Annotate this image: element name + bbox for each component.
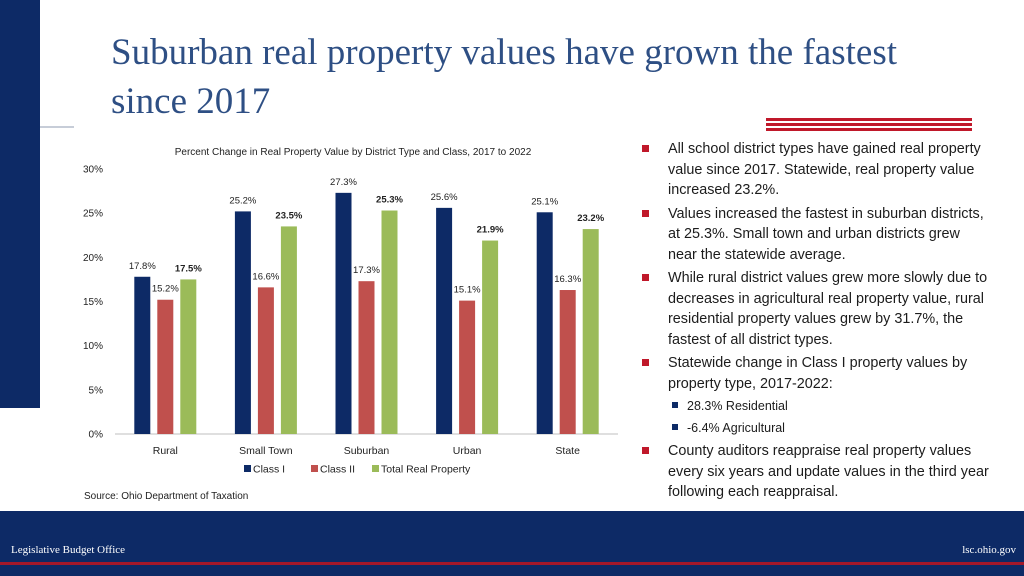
bar-total-real-property <box>482 240 499 434</box>
decorative-red-lines <box>766 118 972 134</box>
bar-class-i <box>436 207 453 434</box>
data-label: 16.3% <box>554 274 581 285</box>
source-note: Source: Ohio Department of Taxation <box>84 491 249 502</box>
data-label: 25.2% <box>229 195 256 206</box>
data-label: 27.3% <box>330 177 357 188</box>
data-label: 23.2% <box>577 213 604 224</box>
bullet-marker-icon <box>642 145 649 152</box>
bullet-text: 28.3% Residential <box>687 399 788 413</box>
x-tick-label: State <box>555 445 580 457</box>
x-tick-label: Urban <box>453 445 482 457</box>
bullet-marker-icon <box>642 209 649 217</box>
data-label: 15.1% <box>454 285 481 296</box>
left-accent-band <box>0 0 40 408</box>
bullet-marker-icon <box>642 274 649 281</box>
sub-bullet-item: -6.4% Agricultural <box>640 419 990 437</box>
footer-org-name: Legislative Budget Office <box>11 544 126 556</box>
bullet-text: Values increased the fastest in suburban… <box>668 205 984 263</box>
bullet-text: While rural district values grew more sl… <box>668 270 988 348</box>
sub-bullet-item: 28.3% Residential <box>640 397 990 415</box>
bullet-item: County auditors reappraise real property… <box>640 441 990 503</box>
bullet-item: All school district types have gained re… <box>640 139 990 201</box>
bar-class-i <box>234 211 251 434</box>
data-label: 25.6% <box>431 192 458 203</box>
bar-total-real-property <box>280 226 297 434</box>
y-tick-label: 5% <box>89 385 104 396</box>
data-label: 17.8% <box>129 261 156 272</box>
bar-class-i <box>335 192 352 434</box>
footer-stripe <box>0 562 1024 565</box>
data-label: 16.6% <box>252 271 279 282</box>
bar-class-ii <box>157 299 174 434</box>
legend-label: Total Real Property <box>381 464 471 476</box>
data-label: 25.1% <box>531 196 558 207</box>
bullet-item: Statewide change in Class I property val… <box>640 353 990 394</box>
bullet-marker-icon <box>642 359 649 366</box>
bar-class-ii <box>459 300 476 434</box>
footer-bar: Legislative Budget Office lsc.ohio.gov <box>0 511 1024 576</box>
bar-chart: Percent Change in Real Property Value by… <box>83 147 618 476</box>
bar-class-ii <box>358 281 375 434</box>
y-tick-label: 0% <box>89 430 104 441</box>
bullet-text: Statewide change in Class I property val… <box>668 355 968 392</box>
data-label: 17.3% <box>353 265 380 276</box>
slide-title: Suburban real property values have grown… <box>111 32 897 122</box>
bullet-marker-icon <box>642 447 649 454</box>
bullet-item: Values increased the fastest in suburban… <box>640 204 990 266</box>
x-tick-label: Small Town <box>239 445 293 457</box>
bar-total-real-property <box>180 279 197 434</box>
bar-class-i <box>134 276 151 434</box>
data-label: 25.3% <box>376 195 403 206</box>
bar-class-ii <box>559 290 576 434</box>
y-tick-label: 30% <box>83 165 103 176</box>
bar-class-i <box>536 212 553 434</box>
legend-swatch <box>244 465 251 472</box>
y-tick-label: 15% <box>83 297 103 308</box>
bullet-item: While rural district values grew more sl… <box>640 268 990 350</box>
x-tick-label: Suburban <box>344 445 390 457</box>
legend-label: Class II <box>320 464 355 476</box>
data-label: 17.5% <box>175 263 202 274</box>
bullet-text: All school district types have gained re… <box>668 141 981 198</box>
legend-label: Class I <box>253 464 285 476</box>
bar-class-ii <box>257 287 274 434</box>
legend-swatch <box>311 465 318 472</box>
legend-swatch <box>372 465 379 472</box>
bullet-list: All school district types have gained re… <box>640 139 990 506</box>
bar-total-real-property <box>582 229 599 434</box>
sub-bullet-marker-icon <box>672 424 678 430</box>
title-divider <box>40 126 74 128</box>
data-label: 15.2% <box>152 284 179 295</box>
footer-website-link[interactable]: lsc.ohio.gov <box>962 544 1016 556</box>
bullet-text: -6.4% Agricultural <box>687 421 785 435</box>
bullet-text: County auditors reappraise real property… <box>668 443 989 500</box>
data-label: 21.9% <box>477 225 504 236</box>
y-tick-label: 20% <box>83 253 103 264</box>
x-tick-label: Rural <box>153 445 178 457</box>
sub-bullet-marker-icon <box>672 402 678 408</box>
bar-total-real-property <box>381 210 398 434</box>
y-tick-label: 25% <box>83 209 103 220</box>
chart-title: Percent Change in Real Property Value by… <box>175 147 532 158</box>
data-label: 23.5% <box>275 210 302 221</box>
y-tick-label: 10% <box>83 341 103 352</box>
